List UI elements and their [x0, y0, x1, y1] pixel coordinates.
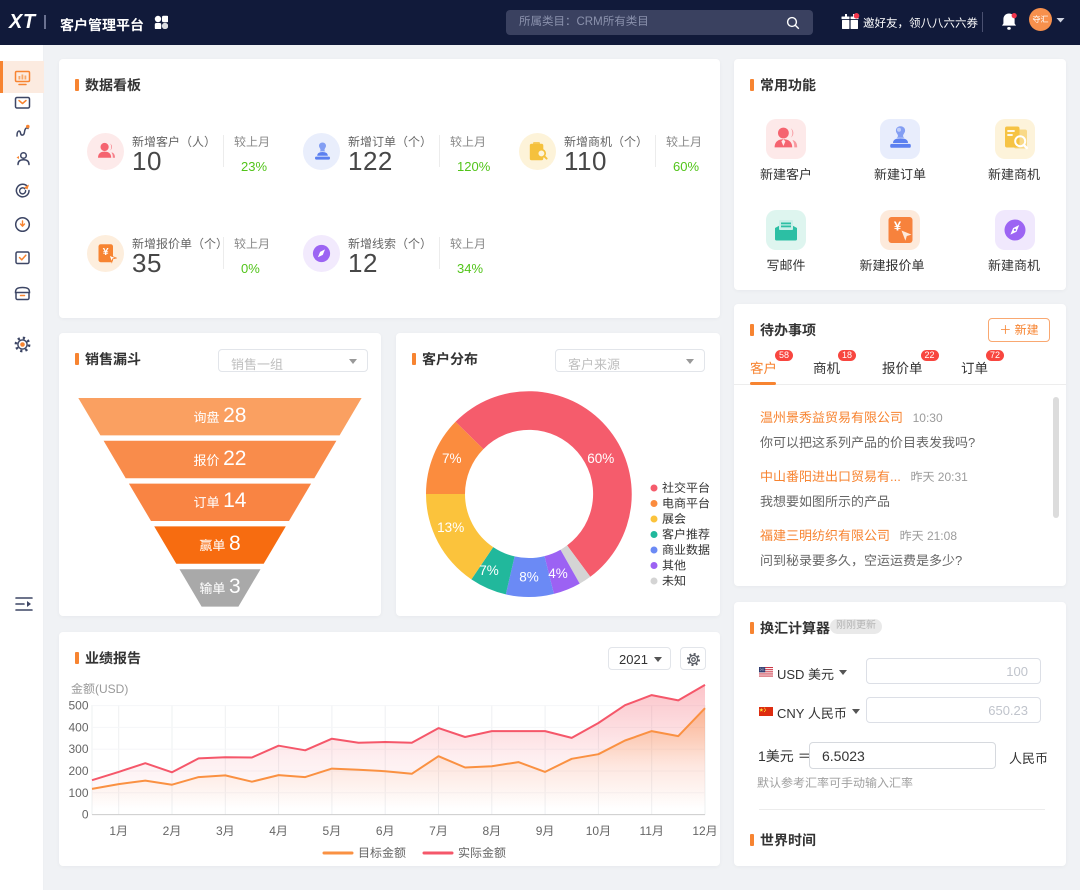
svg-text:400: 400 [68, 720, 88, 734]
svg-text:报价 22: 报价 22 [194, 447, 247, 470]
svg-text:订单 14: 订单 14 [194, 489, 247, 512]
svg-text:200: 200 [68, 764, 88, 778]
svg-text:9月: 9月 [536, 824, 555, 838]
svg-text:12月: 12月 [692, 824, 717, 838]
svg-text:6月: 6月 [376, 824, 395, 838]
svg-text:实际金额: 实际金额 [458, 846, 506, 860]
svg-text:客户推荐: 客户推荐 [662, 528, 710, 542]
svg-text:输单 3: 输单 3 [199, 575, 240, 598]
svg-text:7月: 7月 [429, 824, 448, 838]
svg-text:目标金额: 目标金额 [358, 846, 406, 860]
svg-text:500: 500 [68, 699, 88, 713]
svg-text:4月: 4月 [269, 824, 288, 838]
svg-text:电商平台: 电商平台 [662, 497, 710, 511]
svg-text:社交平台: 社交平台 [662, 481, 710, 495]
svg-text:2月: 2月 [163, 824, 182, 838]
svg-text:8%: 8% [519, 570, 539, 585]
svg-text:300: 300 [68, 742, 88, 756]
svg-text:¥: ¥ [103, 246, 109, 258]
svg-text:赢单 8: 赢单 8 [199, 532, 240, 555]
svg-text:1月: 1月 [109, 824, 128, 838]
svg-text:10月: 10月 [586, 824, 611, 838]
svg-text:11月: 11月 [639, 824, 663, 838]
svg-text:100: 100 [68, 786, 88, 800]
svg-text:其他: 其他 [662, 559, 686, 573]
svg-text:3月: 3月 [216, 824, 235, 838]
svg-text:5月: 5月 [323, 824, 342, 838]
svg-text:7%: 7% [479, 563, 499, 578]
svg-text:4%: 4% [548, 566, 568, 581]
svg-text:8月: 8月 [482, 824, 501, 838]
svg-text:¥: ¥ [894, 219, 902, 234]
svg-text:商业数据: 商业数据 [662, 543, 710, 557]
svg-text:未知: 未知 [662, 574, 686, 588]
svg-text:13%: 13% [437, 520, 464, 535]
svg-text:60%: 60% [587, 451, 614, 466]
svg-text:金额(USD): 金额(USD) [71, 682, 128, 696]
svg-text:展会: 展会 [662, 512, 686, 526]
svg-text:7%: 7% [442, 451, 462, 466]
svg-text:询盘 28: 询盘 28 [194, 404, 247, 427]
svg-text:0: 0 [82, 808, 89, 822]
